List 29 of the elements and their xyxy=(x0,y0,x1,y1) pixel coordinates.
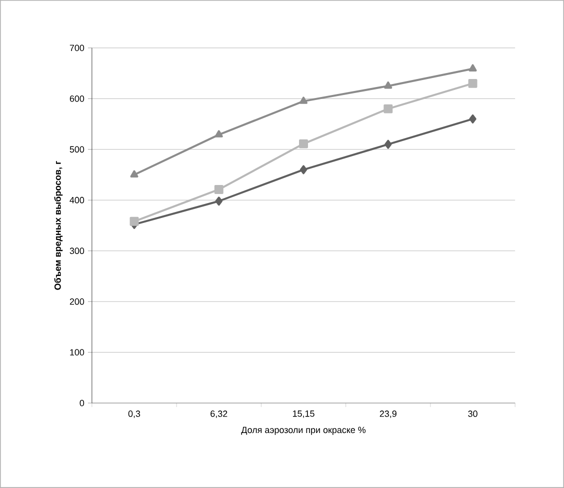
y-tick-label: 500 xyxy=(70,146,84,153)
y-tick-label: 0 xyxy=(80,400,84,406)
y-tick-label: 600 xyxy=(70,95,84,102)
y-tick-label: 100 xyxy=(70,349,84,356)
point xyxy=(468,78,478,88)
y-tick-label: 200 xyxy=(70,298,84,305)
point xyxy=(300,165,308,174)
y-tick-label: 400 xyxy=(70,196,84,204)
point xyxy=(130,170,138,178)
x-tick-label: 15,15 xyxy=(292,410,314,418)
point xyxy=(215,196,222,206)
x-tick-label: 30 xyxy=(468,410,478,417)
point xyxy=(299,96,308,104)
point xyxy=(384,81,392,89)
point xyxy=(384,104,393,114)
x-tick-label: 6,32 xyxy=(210,410,228,418)
y-tick-label: 300 xyxy=(70,248,84,254)
x-tick-label: 23,9 xyxy=(380,410,396,418)
point xyxy=(469,114,476,124)
point xyxy=(214,130,223,138)
y-axis-title: Объем вредных выбросов, г xyxy=(54,161,63,290)
point xyxy=(130,216,139,226)
x-tick-label: 0,3 xyxy=(128,410,140,418)
point xyxy=(299,139,308,148)
point xyxy=(384,140,392,149)
x-axis-title: Доля аэрозоли при окраске % xyxy=(241,426,366,435)
point xyxy=(468,64,477,72)
point xyxy=(214,184,224,194)
y-tick-label: 700 xyxy=(70,44,84,52)
